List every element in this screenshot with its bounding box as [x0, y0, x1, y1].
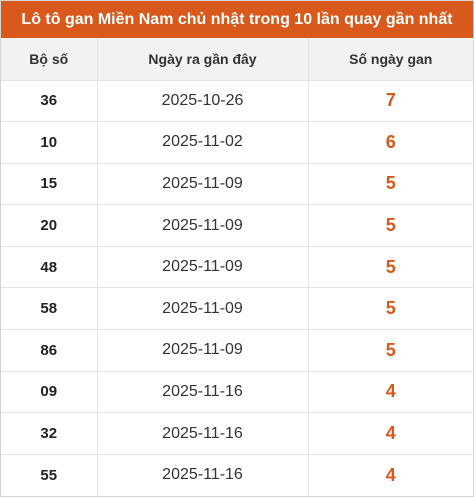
number-cell: 20 [1, 204, 98, 247]
days-gan-cell: 6 [385, 131, 396, 152]
days-gan-cell: 4 [385, 423, 396, 444]
table-row: 20 2025-11-09 5 [1, 204, 473, 247]
table-row: 15 2025-11-09 5 [1, 163, 473, 205]
table-row: 36 2025-10-26 7 [1, 80, 473, 122]
days-gan-cell: 4 [385, 381, 396, 402]
number-cell: 86 [1, 329, 98, 372]
table-row: 48 2025-11-09 5 [1, 246, 473, 288]
days-gan-cell: 5 [385, 215, 396, 236]
table-title: Lô tô gan Miền Nam chủ nhật trong 10 lần… [1, 1, 473, 38]
table-row: 09 2025-11-16 4 [1, 371, 473, 413]
days-gan-cell: 7 [385, 90, 396, 111]
days-gan-cell: 4 [385, 464, 396, 485]
header-last-date: Ngày ra gần đây [97, 38, 309, 80]
number-cell: 15 [1, 163, 98, 205]
number-cell: 58 [1, 287, 98, 330]
table-body: 36 2025-10-26 7 10 2025-11-02 6 15 2025-11-09 5 2… [1, 80, 473, 496]
date-cell: 2025-11-16 [97, 454, 309, 496]
date-cell: 2025-11-09 [97, 287, 309, 330]
table-row: 10 2025-11-02 6 [1, 121, 473, 164]
number-cell: 09 [1, 371, 98, 413]
date-cell: 2025-11-09 [97, 204, 309, 247]
days-gan-cell: 5 [385, 298, 396, 319]
number-cell: 10 [1, 121, 98, 164]
days-gan-cell: 5 [385, 173, 396, 194]
table-row: 86 2025-11-09 5 [1, 329, 473, 372]
table-header: Bộ số Ngày ra gần đây Số ngày gan [1, 38, 473, 80]
lo-gan-table: Bộ số Ngày ra gần đây Số ngày gan 36 2025… [1, 38, 473, 496]
number-cell: 36 [1, 80, 98, 122]
header-number: Bộ số [1, 38, 98, 80]
date-cell: 2025-10-26 [97, 80, 309, 122]
table-row: 32 2025-11-16 4 [1, 412, 473, 455]
header-row: Bộ số Ngày ra gần đây Số ngày gan [1, 38, 473, 80]
number-cell: 55 [1, 454, 98, 496]
number-cell: 48 [1, 246, 98, 288]
date-cell: 2025-11-09 [97, 329, 309, 372]
date-cell: 2025-11-09 [97, 163, 309, 205]
date-cell: 2025-11-02 [97, 121, 309, 164]
number-cell: 32 [1, 412, 98, 455]
date-cell: 2025-11-16 [97, 412, 309, 455]
table-row: 55 2025-11-16 4 [1, 454, 473, 496]
days-gan-cell: 5 [385, 339, 396, 360]
date-cell: 2025-11-16 [97, 371, 309, 413]
table-row: 58 2025-11-09 5 [1, 287, 473, 330]
days-gan-cell: 5 [385, 256, 396, 277]
header-days-gan: Số ngày gan [349, 50, 433, 67]
date-cell: 2025-11-09 [97, 246, 309, 288]
